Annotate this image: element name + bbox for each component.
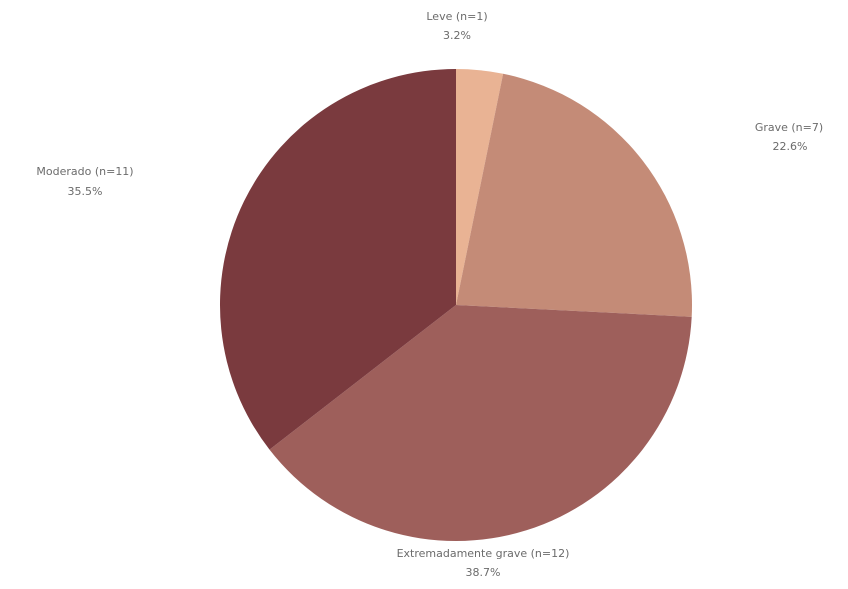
label-moderado-name: Moderado (n=11) (36, 165, 133, 178)
label-extremadamente-grave-percent: 38.7% (466, 566, 501, 579)
pie-slice-grave (456, 73, 692, 317)
label-leve-name: Leve (n=1) (426, 10, 487, 23)
pie-slices (219, 68, 692, 542)
label-extremadamente-grave-name: Extremadamente grave (n=12) (397, 547, 570, 560)
pie-slice-leve (456, 69, 504, 305)
pie-slice-moderado (219, 68, 456, 450)
label-leve-percent: 3.2% (443, 29, 471, 42)
label-grave-name: Grave (n=7) (755, 121, 823, 134)
label-moderado-percent: 35.5% (68, 185, 103, 198)
pie-slice-extremadamente-grave (269, 305, 692, 542)
label-grave-percent: 22.6% (773, 140, 808, 153)
